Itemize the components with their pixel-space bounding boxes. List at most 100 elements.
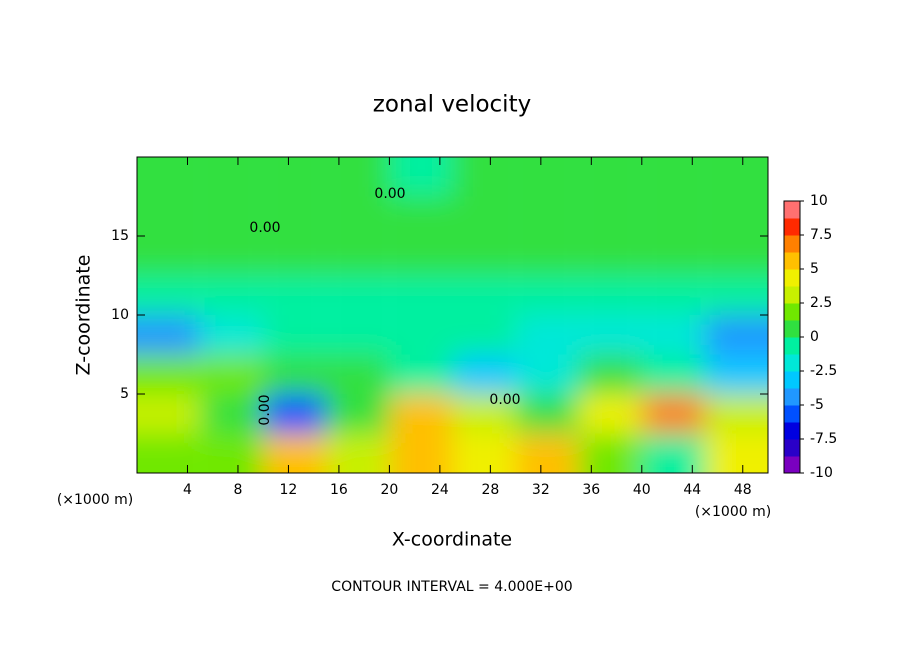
cell	[263, 315, 327, 355]
cell	[704, 236, 768, 276]
contour-label: 0.00	[489, 392, 520, 408]
cell	[389, 394, 453, 434]
cell	[515, 354, 579, 394]
y-unit: (×1000 m)	[57, 492, 133, 508]
cell	[326, 433, 390, 473]
contour-label: 0.00	[374, 186, 405, 202]
colorbar-band	[784, 337, 800, 355]
cell	[452, 196, 516, 236]
cell	[704, 315, 768, 355]
colorbar-tick-label: 7.5	[810, 227, 832, 243]
cell	[137, 354, 201, 394]
cell	[578, 275, 642, 315]
chart-title: zonal velocity	[373, 92, 531, 118]
cell	[137, 157, 201, 197]
x-tick-label: 36	[582, 482, 600, 498]
cell	[641, 315, 705, 355]
colorbar-band	[784, 354, 800, 372]
x-tick-label: 44	[683, 482, 701, 498]
colorbar-band	[784, 439, 800, 457]
cell	[641, 433, 705, 473]
cell	[389, 196, 453, 236]
cell	[578, 354, 642, 394]
x-tick-label: 8	[233, 482, 242, 498]
cell	[452, 354, 516, 394]
cell	[263, 196, 327, 236]
cell	[200, 196, 264, 236]
colorbar-tick-label: -10	[810, 465, 833, 481]
cell	[452, 315, 516, 355]
cell	[515, 315, 579, 355]
cell	[389, 433, 453, 473]
x-tick-label: 24	[431, 482, 449, 498]
cell	[137, 394, 201, 434]
cell	[389, 275, 453, 315]
cell	[704, 275, 768, 315]
colorbar-band	[784, 388, 800, 406]
cell	[515, 433, 579, 473]
footnote: CONTOUR INTERVAL = 4.000E+00	[331, 579, 572, 595]
colorbar-band	[784, 269, 800, 287]
cell	[515, 394, 579, 434]
cell	[515, 157, 579, 197]
colorbar-band	[784, 286, 800, 304]
cell	[200, 433, 264, 473]
cell	[326, 315, 390, 355]
colorbar-tick-label: -2.5	[810, 363, 837, 379]
colorbar-tick-label: 10	[810, 193, 828, 209]
cell	[641, 157, 705, 197]
cell	[200, 275, 264, 315]
cell	[137, 433, 201, 473]
cell	[137, 236, 201, 276]
cell	[452, 275, 516, 315]
cell	[641, 275, 705, 315]
cell	[641, 354, 705, 394]
x-tick-label: 20	[380, 482, 398, 498]
cell	[578, 236, 642, 276]
cell	[137, 196, 201, 236]
colorbar-band	[784, 371, 800, 389]
colorbar-tick-label: -7.5	[810, 431, 837, 447]
y-tick-label: 15	[111, 228, 129, 244]
cell	[200, 394, 264, 434]
colorbar-band	[784, 422, 800, 440]
x-tick-label: 12	[280, 482, 298, 498]
x-tick-label: 40	[633, 482, 651, 498]
cell	[263, 157, 327, 197]
cell	[137, 275, 201, 315]
colorbar-tick-label: -5	[810, 397, 824, 413]
cell	[263, 433, 327, 473]
x-tick-label: 32	[532, 482, 550, 498]
cell	[389, 157, 453, 197]
colorbar-tick-label: 2.5	[810, 295, 832, 311]
colorbar-band	[784, 303, 800, 321]
colorbar-band	[784, 405, 800, 423]
cell	[704, 354, 768, 394]
y-tick-label: 5	[120, 386, 129, 402]
cell	[515, 196, 579, 236]
cell	[389, 315, 453, 355]
x-axis-label: X-coordinate	[392, 529, 512, 551]
cell	[704, 196, 768, 236]
colorbar-tick-label: 5	[810, 261, 819, 277]
colorbar-band	[784, 201, 800, 219]
y-axis-label: Z-coordinate	[73, 255, 95, 376]
cell	[263, 236, 327, 276]
cell	[704, 394, 768, 434]
cell	[641, 394, 705, 434]
cell	[452, 236, 516, 276]
cell	[515, 236, 579, 276]
colorbar-band	[784, 456, 800, 474]
x-tick-label: 48	[734, 482, 752, 498]
cell	[200, 157, 264, 197]
contour-label: 0.00	[249, 220, 280, 236]
cell	[452, 157, 516, 197]
cell	[326, 157, 390, 197]
cell	[452, 433, 516, 473]
cell	[704, 433, 768, 473]
x-tick-label: 16	[330, 482, 348, 498]
cell	[326, 196, 390, 236]
cell	[263, 275, 327, 315]
